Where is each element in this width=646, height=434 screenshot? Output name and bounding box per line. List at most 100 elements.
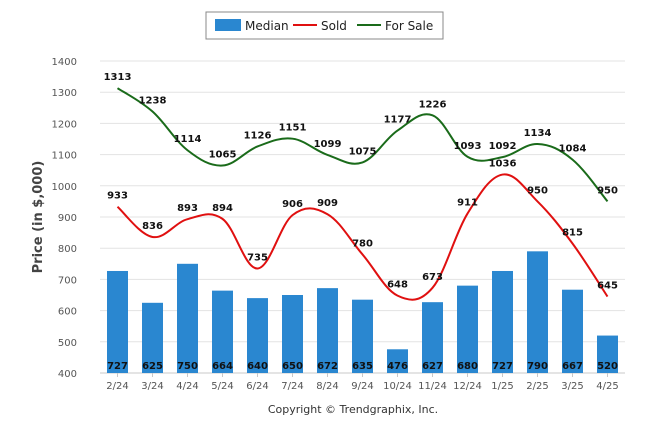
sold-point-label: 836 [142, 221, 163, 232]
x-tick-label: 6/24 [246, 381, 268, 392]
median-bar-label: 727 [107, 361, 128, 372]
for-sale-point-label: 1075 [349, 146, 377, 157]
median-bar [597, 335, 618, 373]
sold-point-label: 815 [562, 228, 583, 239]
x-tick-label: 7/24 [281, 381, 303, 392]
x-tick-label: 2/25 [526, 381, 548, 392]
median-bar [142, 302, 163, 373]
median-bar-label: 476 [387, 361, 408, 372]
for-sale-point-label: 1177 [384, 115, 412, 126]
median-bar [457, 285, 478, 373]
legend-box [205, 11, 444, 40]
legend-swatch-median [215, 19, 241, 31]
median-bar-label: 790 [527, 361, 548, 372]
for-sale-point-label: 1093 [454, 141, 482, 152]
median-bar [562, 289, 583, 373]
median-bar-label: 672 [317, 361, 338, 372]
sold-point-label: 893 [177, 203, 198, 214]
for-sale-point-label: 1084 [559, 144, 587, 155]
y-tick-label: 1300 [52, 88, 77, 99]
y-tick-label: 800 [58, 244, 77, 255]
x-tick-label: 9/24 [351, 381, 373, 392]
sold-point-label: 735 [247, 252, 268, 263]
x-tick-label: 3/25 [561, 381, 583, 392]
for-sale-point-label: 1126 [244, 130, 272, 141]
sold-point-label: 906 [282, 199, 303, 210]
sold-point-label: 648 [387, 280, 408, 291]
median-bar [247, 298, 268, 373]
median-bar-label: 667 [562, 361, 583, 372]
sold-point-label: 673 [422, 272, 443, 283]
median-bar [107, 270, 128, 373]
median-bar-label: 625 [142, 361, 163, 372]
for-sale-point-label: 1226 [419, 99, 447, 110]
for-sale-point-label: 1099 [314, 139, 342, 150]
labels-layer: 727 625 750 664 640 650 672 635 476 627 680 727 790 6… [104, 72, 618, 372]
sold-point-label: 933 [107, 191, 128, 202]
for-sale-point-label: 1134 [524, 128, 552, 139]
median-bar [527, 251, 548, 373]
for-sale-point-label: 1313 [104, 72, 132, 83]
x-tick-label: 5/24 [211, 381, 233, 392]
for-sale-point-label: 1092 [489, 141, 517, 152]
legend-label-for-sale: For Sale [385, 19, 433, 33]
x-tick-label: 4/24 [176, 381, 198, 392]
x-tick-label: 4/25 [596, 381, 618, 392]
median-bar-label: 750 [177, 361, 198, 372]
median-bar [317, 288, 338, 373]
lines-layer [116, 87, 609, 301]
median-bar-label: 680 [457, 361, 478, 372]
median-bar-label: 520 [597, 361, 618, 372]
median-bar [422, 302, 443, 373]
y-tick-label: 900 [58, 213, 77, 224]
legend-label-sold: Sold [321, 19, 347, 33]
median-bar-label: 627 [422, 361, 443, 372]
sold-point-label: 909 [317, 198, 338, 209]
sold-point-label: 911 [457, 198, 478, 209]
x-tick-label: 2/24 [106, 381, 128, 392]
legend-label-median: Median [245, 19, 289, 33]
x-tick-label: 8/24 [316, 381, 338, 392]
x-tick-label: 12/24 [453, 381, 482, 392]
sold-point-label: 645 [597, 281, 618, 292]
for-sale-point-label: 1238 [139, 96, 167, 107]
sold-point-label: 1036 [489, 159, 517, 170]
median-bar-label: 650 [282, 361, 303, 372]
y-tick-label: 700 [58, 275, 77, 286]
median-bar [387, 349, 408, 373]
median-bar [492, 270, 513, 373]
for-sale-point-label: 1065 [209, 150, 237, 161]
median-bar [177, 263, 198, 373]
for-sale-point-label: 1151 [279, 123, 307, 134]
y-tick-label: 1000 [52, 182, 77, 193]
for-sale-point-label: 1114 [174, 134, 202, 145]
median-bar [212, 290, 233, 373]
median-bar-label: 640 [247, 361, 268, 372]
x-tick-label: 11/24 [418, 381, 447, 392]
for-sale-point-label: 950 [597, 185, 618, 196]
sold-point-label: 950 [527, 185, 548, 196]
y-tick-label: 500 [58, 338, 77, 349]
median-bar-label: 664 [212, 361, 233, 372]
y-tick-label: 1200 [52, 119, 77, 130]
x-tick-label: 10/24 [383, 381, 412, 392]
y-tick-label: 1100 [52, 151, 77, 162]
bars-layer [107, 251, 618, 373]
median-bar [282, 295, 303, 373]
y-tick-label: 1400 [52, 57, 77, 68]
for-sale-line [116, 87, 609, 203]
y-axis-title: Price (in $,000) [31, 161, 46, 274]
x-tick-label: 1/25 [491, 381, 513, 392]
sold-line [116, 173, 609, 301]
sold-point-label: 894 [212, 203, 233, 214]
sold-point-label: 780 [352, 238, 373, 249]
legend: Median Sold For Sale [205, 11, 444, 40]
median-bar-label: 727 [492, 361, 513, 372]
copyright-text: Copyright © Trendgraphix, Inc. [268, 403, 438, 416]
y-tick-label: 400 [58, 369, 77, 380]
y-tick-label: 600 [58, 307, 77, 318]
median-bar-label: 635 [352, 361, 373, 372]
grid-layer: 400 500 600 700 800 900 1000 1100 1200 1300 1400 2/… [52, 57, 625, 392]
median-bar [352, 299, 373, 373]
